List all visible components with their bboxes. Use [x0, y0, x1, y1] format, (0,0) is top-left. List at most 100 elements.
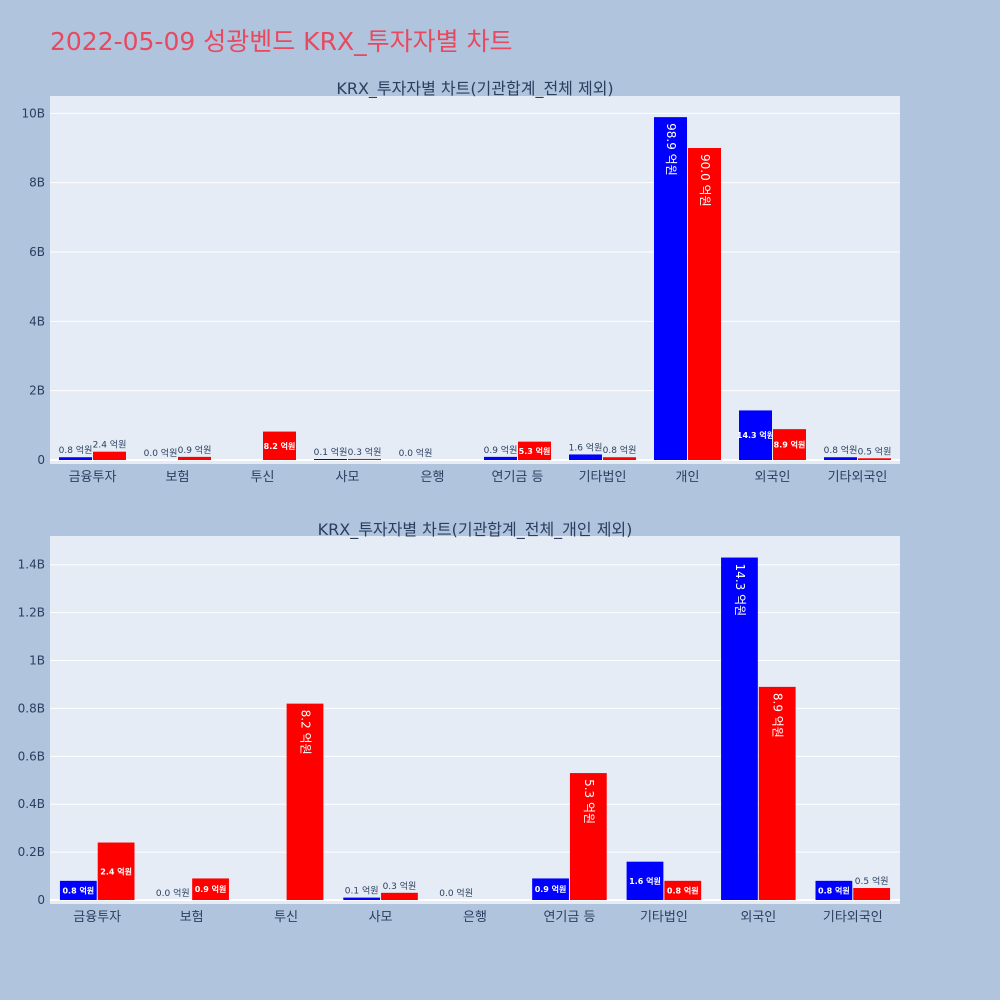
x-tick-label: 금융투자 — [73, 910, 121, 925]
bar — [59, 457, 92, 460]
bar — [569, 773, 607, 900]
y-tick-label: 0 — [37, 893, 45, 907]
chart-title: KRX_투자자별 차트(기관합계_전체 제외) — [336, 79, 613, 99]
data-label: 0.8 억원 — [603, 444, 637, 456]
x-tick-label: 기타외국인 — [828, 470, 888, 485]
x-tick-label: 금융투자 — [69, 470, 117, 485]
chart-2: 0 0.2B 0.4B 0.6B 0.8B 1B 1.2B 1.4B KRX_투자자별 차트(기… — [18, 520, 900, 925]
y-tick-label: 0.6B — [18, 749, 45, 763]
x-tick-label: 보험 — [166, 470, 190, 485]
x-tick-label: 기타법인 — [640, 910, 688, 925]
data-label: 98.9 억원 — [664, 123, 678, 176]
data-label: 0.8 억원 — [62, 885, 94, 895]
chart-1: 0 2B 4B 6B 8B 10B KRX_투자자별 차트(기관합계_전체 제외) 금융투자 0… — [21, 79, 900, 485]
x-tick-label: 연기금 등 — [492, 470, 544, 485]
data-label: 0.8 억원 — [824, 444, 858, 456]
bar — [348, 458, 381, 460]
bar — [93, 451, 126, 460]
data-label: 90.0 억원 — [698, 154, 712, 207]
data-label: 14.3 억원 — [737, 430, 774, 440]
data-label: 0.9 억원 — [484, 444, 518, 456]
x-tick-label: 보험 — [180, 910, 204, 925]
data-label: 2.4 억원 — [93, 439, 127, 451]
bar — [97, 842, 135, 900]
data-label: 0.9 억원 — [195, 884, 227, 894]
bar — [59, 880, 97, 900]
data-label: 0.5 억원 — [855, 875, 889, 887]
bar — [626, 861, 664, 900]
x-tick-label: 은행 — [421, 469, 445, 485]
x-tick-label: 투신 — [251, 470, 275, 485]
y-tick-label: 1B — [29, 654, 45, 668]
bar — [484, 456, 517, 460]
bar — [824, 457, 857, 460]
bar — [518, 441, 551, 460]
bar — [263, 431, 296, 460]
data-label: 5.3 억원 — [582, 779, 596, 824]
data-label: 0.8 억원 — [667, 885, 699, 895]
bar — [381, 892, 418, 900]
y-tick-label: 0.2B — [18, 845, 45, 859]
data-label: 0.0 억원 — [144, 447, 178, 459]
bar — [286, 703, 324, 900]
bar — [688, 148, 721, 460]
data-label: 14.3 억원 — [733, 564, 747, 617]
y-tick-label: 4B — [29, 314, 45, 328]
bar — [858, 458, 891, 460]
chart-title: KRX_투자자별 차트(기관합계_전체_개인 제외) — [318, 520, 633, 540]
bar — [569, 454, 602, 460]
y-tick-label: 8B — [29, 176, 45, 190]
data-label: 8.2 억원 — [299, 710, 313, 755]
bar — [603, 457, 636, 460]
data-label: 8.9 억원 — [774, 440, 806, 450]
data-label: 0.8 억원 — [59, 444, 93, 456]
plot-area — [50, 96, 900, 464]
x-tick-label: 투신 — [274, 910, 298, 925]
data-label: 8.9 억원 — [771, 693, 785, 738]
bar — [343, 897, 381, 900]
bar — [758, 686, 796, 900]
y-tick-label: 1.2B — [18, 606, 45, 620]
data-label: 0.0 억원 — [156, 887, 190, 899]
bar — [178, 456, 211, 460]
y-tick-label: 0.4B — [18, 797, 45, 811]
bar — [664, 880, 702, 900]
plot-area — [50, 536, 900, 904]
x-tick-label: 사모 — [336, 470, 360, 485]
bar — [192, 878, 229, 900]
x-tick-label: 기타법인 — [579, 470, 627, 485]
data-label: 5.3 억원 — [519, 446, 551, 456]
data-label: 0.3 억원 — [348, 446, 382, 458]
bar — [314, 459, 347, 460]
data-label: 1.6 억원 — [569, 441, 603, 453]
x-tick-label: 은행 — [463, 909, 487, 925]
x-tick-label: 외국인 — [755, 470, 791, 485]
x-tick-label: 연기금 등 — [543, 910, 595, 925]
data-label: 0.9 억원 — [535, 884, 567, 894]
x-tick-label: 기타외국인 — [823, 910, 883, 925]
bar — [815, 880, 853, 900]
data-label: 0.1 억원 — [314, 446, 348, 458]
y-tick-label: 1.4B — [18, 558, 45, 572]
x-tick-label: 사모 — [369, 910, 393, 925]
bar — [654, 117, 687, 460]
data-label: 0.8 억원 — [818, 885, 850, 895]
bar — [721, 557, 758, 900]
bar — [739, 410, 772, 460]
data-label: 0.3 억원 — [383, 880, 417, 892]
bar — [853, 888, 891, 900]
x-tick-label: 외국인 — [740, 910, 776, 925]
data-label: 2.4 억원 — [100, 866, 132, 876]
x-tick-label: 개인 — [676, 470, 700, 485]
data-label: 1.6 억원 — [629, 876, 661, 886]
y-tick-label: 0.8B — [18, 701, 45, 715]
bar — [773, 429, 806, 460]
bar — [532, 878, 569, 900]
data-label: 0.0 억원 — [399, 447, 433, 459]
y-tick-label: 6B — [29, 245, 45, 259]
page-title: 2022-05-09 성광벤드 KRX_투자자별 차트 — [50, 27, 513, 56]
y-tick-label: 10B — [21, 106, 45, 120]
data-label: 0.1 억원 — [345, 885, 379, 897]
data-label: 8.2 억원 — [264, 441, 296, 451]
